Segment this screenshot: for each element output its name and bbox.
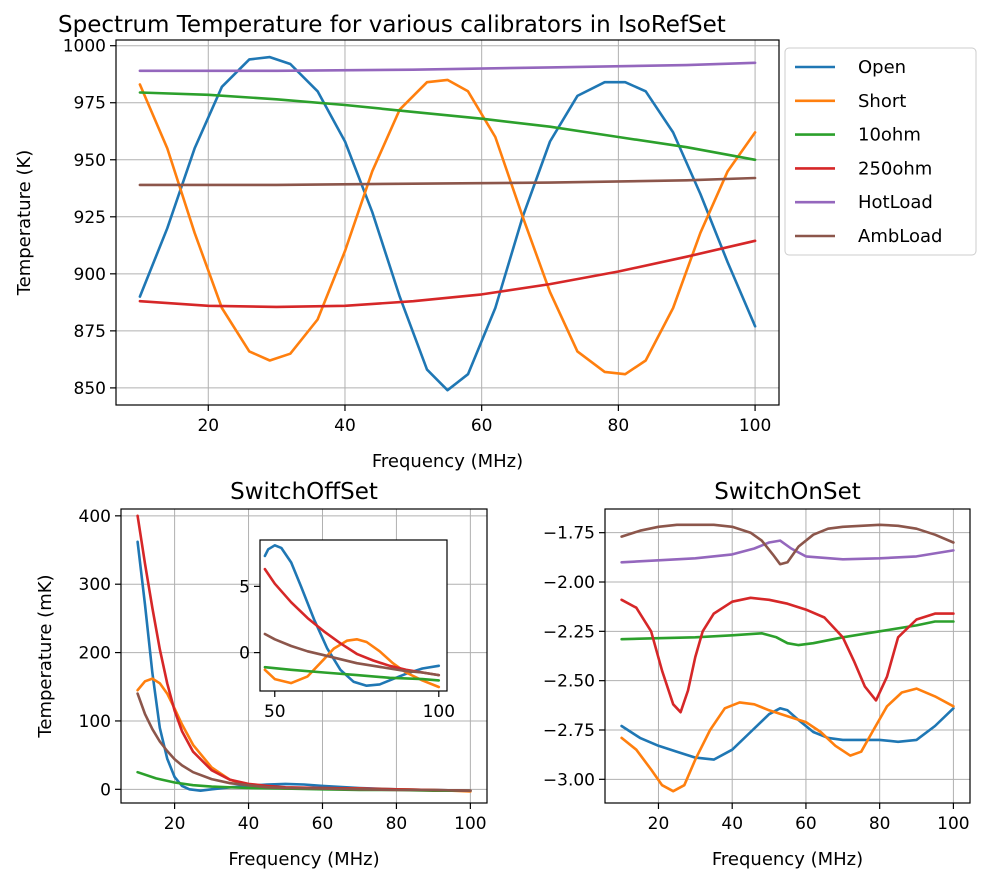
switchon-title: SwitchOnSet — [714, 479, 861, 505]
switchon-chart: 20 40 60 80 100 −3.00 −2.75 −2.50 −2.25 −2.00 −1.7… — [543, 479, 971, 870]
switchoff-inset-chart: 50 100 0 5 — [239, 539, 455, 722]
main-series-10ohm — [138, 91, 757, 162]
switchoff-frame — [120, 508, 488, 804]
main-ytick-label-1: 875 — [74, 322, 106, 342]
switchon-xtick-label-3: 80 — [869, 814, 891, 834]
main-series-ambload — [138, 176, 757, 187]
switchoff-xtick-label-4: 100 — [454, 814, 486, 834]
switchon-xtick-label-1: 40 — [721, 814, 743, 834]
main-ytick-label-4: 950 — [74, 151, 106, 171]
legend-label-250ohm: 250ohm — [858, 158, 932, 179]
main-xtick-label-1: 40 — [334, 416, 356, 436]
legend: Open Short 10ohm 250ohm HotLoad AmbLoad — [784, 47, 977, 256]
legend-label-hotload: HotLoad — [858, 192, 933, 213]
switchoff-ytick-label-2: 200 — [79, 644, 111, 664]
switchoff-ytick-label-4: 400 — [79, 507, 111, 527]
switchon-series-hotload — [620, 539, 955, 564]
main-chart: 20 40 60 80 100 850 875 900 925 950 975 1000Spectru… — [14, 12, 780, 472]
switchoff-ylabel: Temperature (mK) — [35, 574, 56, 738]
main-ytick-label-0: 850 — [74, 379, 106, 399]
switchoff-series-ambload — [136, 692, 472, 793]
main-xtick-label-2: 60 — [471, 416, 493, 436]
main-ytick-label-3: 925 — [74, 208, 106, 228]
main-xtick-label-0: 20 — [197, 416, 219, 436]
main-ytick-label-6: 1000 — [63, 37, 106, 57]
switchon-series-ambload — [620, 523, 955, 566]
switchoff-title: SwitchOffSet — [230, 479, 378, 505]
switchon-ytick-label-5: −1.75 — [543, 524, 595, 544]
switchoff-inset-series-open — [263, 543, 441, 688]
switchon-ytick-label-0: −3.00 — [543, 770, 595, 790]
switchon-xlabel: Frequency (MHz) — [712, 849, 863, 870]
switchon-xtick-label-4: 100 — [937, 814, 969, 834]
legend-label-ambload: AmbLoad — [858, 226, 942, 247]
main-xtick-label-3: 80 — [608, 416, 630, 436]
switchon-series-250ohm — [620, 596, 955, 714]
main-series-250ohm — [138, 239, 757, 309]
switchoff-xtick-label-1: 40 — [238, 814, 260, 834]
switchoff-inset-series-group — [263, 543, 441, 689]
switchon-series-short — [620, 687, 955, 793]
switchoff-series-group — [136, 514, 472, 793]
main-title: Spectrum Temperature for various calibra… — [58, 12, 726, 38]
main-series-group — [138, 55, 757, 392]
switchoff-inset-ytick-label-0: 0 — [239, 644, 250, 664]
legend-label-10ohm: 10ohm — [858, 125, 921, 146]
switchon-plot-area — [605, 509, 970, 803]
switchoff-inset-series-ambload — [263, 632, 441, 677]
switchoff-inset-series-10ohm — [263, 665, 441, 682]
switchoff-ytick-label-3: 300 — [79, 575, 111, 595]
switchoff-ytick-label-1: 100 — [79, 712, 111, 732]
switchoff-xlabel: Frequency (MHz) — [228, 849, 379, 870]
switchoff-inset-xtick-label-1: 100 — [423, 702, 455, 722]
switchon-xtick-label-2: 60 — [795, 814, 817, 834]
main-frame — [115, 39, 780, 406]
main-series-hotload — [138, 61, 757, 73]
main-xlabel: Frequency (MHz) — [372, 451, 523, 472]
main-series-short — [138, 78, 757, 376]
legend-label-short: Short — [858, 91, 906, 112]
switchoff-inset-frame — [259, 539, 448, 692]
legend-box — [784, 47, 977, 256]
switchon-xtick-label-0: 20 — [648, 814, 670, 834]
switchoff-ytick-label-0: 0 — [100, 780, 111, 800]
switchoff-inset-ytick-label-1: 5 — [239, 577, 250, 597]
main-xtick-label-4: 100 — [739, 416, 771, 436]
switchon-series-open — [620, 706, 955, 761]
switchon-series-group — [620, 523, 955, 793]
main-plot-area — [116, 40, 779, 405]
main-ylabel: Temperature (K) — [14, 150, 35, 297]
switchon-ytick-label-4: −2.00 — [543, 573, 595, 593]
switchoff-xtick-label-0: 20 — [164, 814, 186, 834]
switchon-frame — [604, 508, 971, 804]
switchon-ytick-label-3: −2.25 — [543, 622, 595, 642]
switchoff-inset-xtick-label-0: 50 — [264, 702, 286, 722]
switchon-ytick-label-1: −2.75 — [543, 721, 595, 741]
main-ytick-label-2: 900 — [74, 265, 106, 285]
switchon-ytick-label-2: −2.50 — [543, 672, 595, 692]
switchoff-xtick-label-3: 80 — [386, 814, 408, 834]
main-series-open — [138, 55, 757, 392]
switchoff-xtick-label-2: 60 — [312, 814, 334, 834]
legend-label-open: Open — [858, 57, 906, 78]
main-ytick-label-5: 975 — [74, 94, 106, 114]
